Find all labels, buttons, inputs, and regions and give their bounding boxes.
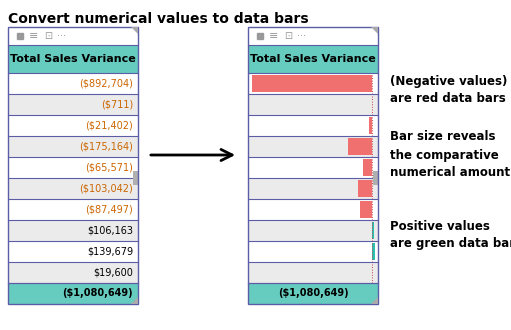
Text: ($21,402): ($21,402)	[85, 120, 133, 130]
Bar	[248, 136, 378, 157]
Bar	[248, 94, 378, 115]
Text: Bar size reveals
the comparative
numerical amount: Bar size reveals the comparative numeric…	[390, 130, 510, 180]
Bar	[360, 201, 372, 218]
Bar	[133, 171, 138, 185]
Bar	[248, 178, 378, 199]
Bar	[248, 157, 378, 178]
Bar	[248, 220, 378, 241]
Polygon shape	[131, 27, 138, 34]
Text: ($87,497): ($87,497)	[85, 205, 133, 214]
Text: Total Sales Variance: Total Sales Variance	[250, 54, 376, 64]
Text: ⊡: ⊡	[284, 31, 292, 41]
Bar	[8, 27, 138, 45]
Text: ($175,164): ($175,164)	[79, 142, 133, 151]
Bar	[349, 138, 372, 155]
Bar	[248, 73, 378, 94]
Bar	[248, 241, 378, 262]
Bar	[252, 75, 372, 92]
Bar	[8, 73, 138, 94]
Bar	[373, 171, 378, 185]
Bar	[248, 115, 378, 136]
Bar	[8, 178, 138, 199]
Text: ⊡: ⊡	[44, 31, 52, 41]
Text: ···: ···	[296, 31, 306, 41]
Bar	[8, 94, 138, 115]
Bar	[8, 115, 138, 136]
Text: ($103,042): ($103,042)	[79, 183, 133, 193]
Text: (Negative values)
are red data bars: (Negative values) are red data bars	[390, 75, 507, 106]
Polygon shape	[131, 297, 138, 304]
Bar	[8, 157, 138, 178]
Text: $139,679: $139,679	[87, 247, 133, 256]
Text: ($711): ($711)	[101, 100, 133, 110]
Polygon shape	[371, 27, 378, 34]
Bar	[8, 136, 138, 157]
Bar	[248, 283, 378, 304]
Bar	[8, 45, 138, 73]
Polygon shape	[371, 297, 378, 304]
Bar	[8, 199, 138, 220]
Bar	[372, 222, 374, 239]
Bar	[8, 241, 138, 262]
Bar	[8, 220, 138, 241]
Text: ($65,571): ($65,571)	[85, 162, 133, 173]
Bar	[363, 159, 372, 176]
Bar	[248, 262, 378, 283]
Bar	[8, 262, 138, 283]
Text: ≡: ≡	[29, 31, 39, 41]
Text: $19,600: $19,600	[93, 268, 133, 278]
Bar	[8, 283, 138, 304]
Text: ($1,080,649): ($1,080,649)	[62, 288, 133, 299]
Bar	[248, 27, 378, 304]
Text: ···: ···	[57, 31, 65, 41]
Text: Convert numerical values to data bars: Convert numerical values to data bars	[8, 12, 309, 26]
Bar	[358, 180, 372, 197]
Bar	[372, 243, 375, 260]
Text: $106,163: $106,163	[87, 225, 133, 236]
Text: ($1,080,649): ($1,080,649)	[277, 288, 349, 299]
Bar	[8, 27, 138, 304]
Text: ($892,704): ($892,704)	[79, 79, 133, 88]
Bar	[369, 117, 372, 134]
Bar	[248, 27, 378, 45]
Text: ≡: ≡	[269, 31, 278, 41]
Text: Positive values
are green data bars: Positive values are green data bars	[390, 219, 511, 250]
Text: Total Sales Variance: Total Sales Variance	[10, 54, 136, 64]
Bar	[248, 199, 378, 220]
Bar	[248, 45, 378, 73]
